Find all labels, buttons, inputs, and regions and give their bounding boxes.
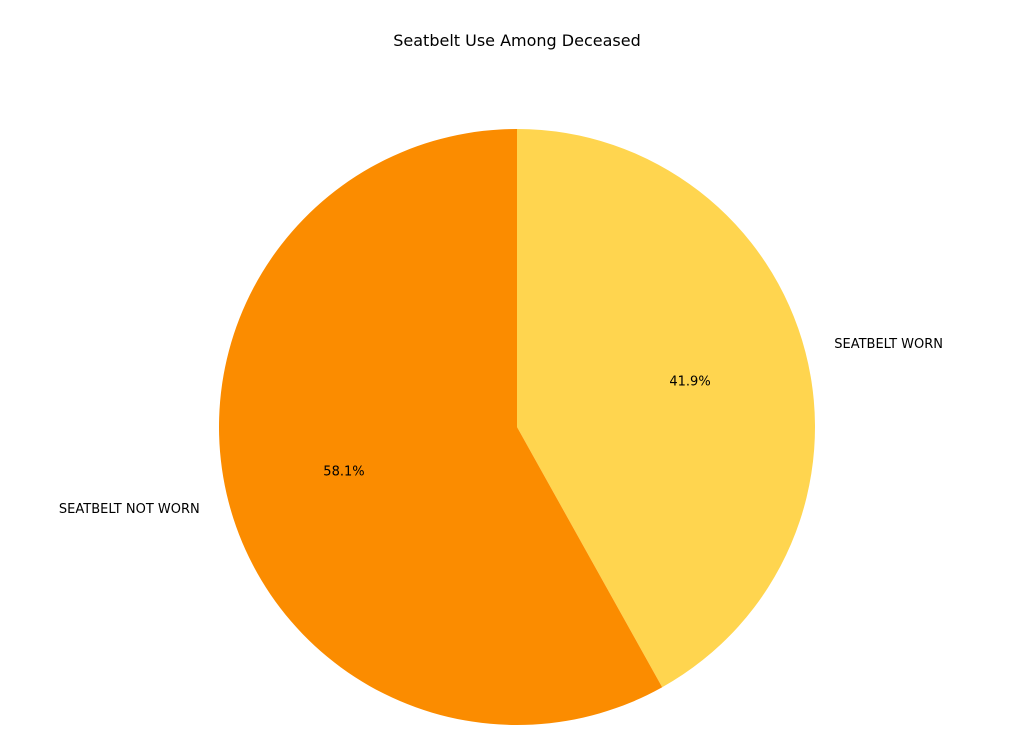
- chart-title: Seatbelt Use Among Deceased: [393, 31, 641, 50]
- pie-slices: [219, 129, 816, 725]
- pie-slice-2: [219, 129, 663, 725]
- pie-labels: 41.9% SEATBELT WORN 58.1% SEATBELT NOT WORN: [59, 337, 943, 517]
- pie-percent-label-1: 41.9%: [669, 374, 710, 389]
- pie-slice-1: [517, 129, 816, 688]
- pie-slice-label-1: SEATBELT WORN: [834, 337, 943, 352]
- pie-slice-label-2: SEATBELT NOT WORN: [59, 502, 200, 517]
- pie-percent-label-2: 58.1%: [323, 465, 364, 480]
